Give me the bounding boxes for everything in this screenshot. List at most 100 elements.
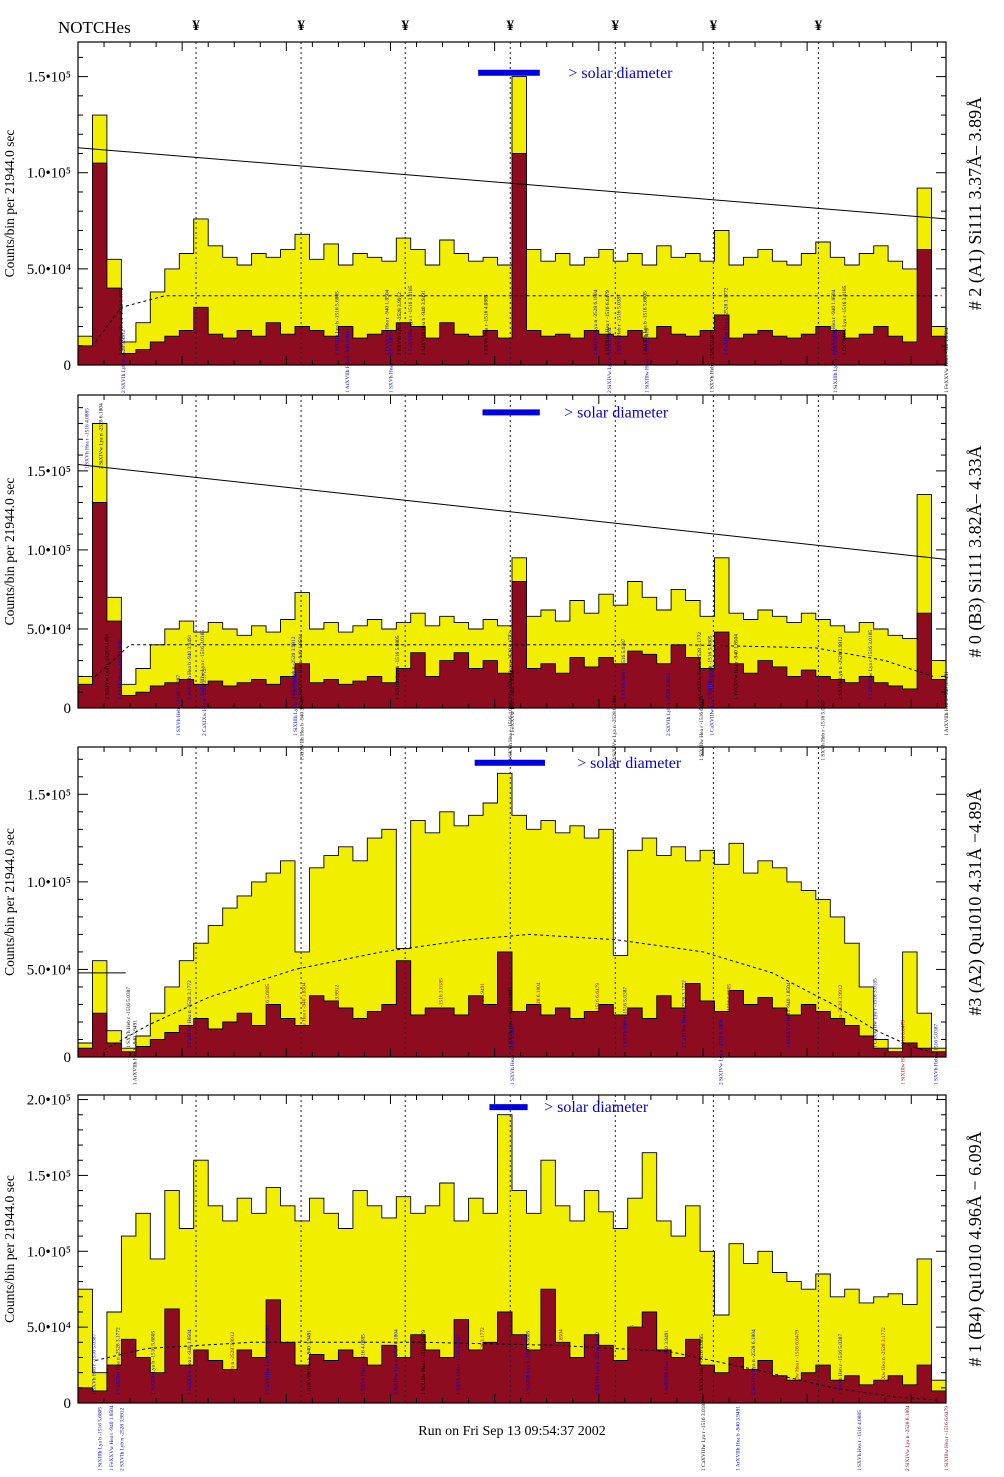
- panel-4-line-annotation-1: 1 SXVh Heb r -1516 5.0387: [91, 1334, 97, 1395]
- panel-4-dashed-model-curve: [95, 1341, 938, 1401]
- panel-4-line-annotation-13: 1 SiXIIIh Lya b -1516 5.6805: [525, 1331, 531, 1395]
- panel-4-right-label: # 1 (B4) Qu1010 4.96Å − 6.09Å: [965, 1131, 986, 1366]
- panel-4-ytick-label: 5.0•10⁴: [27, 1320, 71, 1336]
- panel-1-below-axis-annotation-7: 1 SiXIIIh Lya b -1516 5.6805: [833, 329, 839, 393]
- panel-2-solar-diameter-bar: [482, 409, 540, 416]
- panel-2-line-annotation-4: 1 SXVh Hea r -1516 4.0885: [117, 639, 123, 700]
- panel-4-line-annotation-20: 1 SiXIIIw Hea r -1516 6.6479: [794, 1330, 800, 1395]
- panel-3-ytick-label: 5.0•10⁴: [27, 962, 71, 978]
- panel-1-trend-line: [77, 147, 947, 220]
- panel-3-ytick-label: 0: [64, 1050, 72, 1066]
- panel-1-below-axis-annotation-1: 2 SXVIh Lyb n -2528 3.9912: [121, 330, 127, 393]
- panel-1-dashed-model-curve: [95, 295, 942, 343]
- panel-2-line-annotation-10: 2 CaXIXw Hea n -2528 3.1772: [508, 632, 514, 700]
- panel-4-line-annotation-14: 1 FeXXVw Hea r -940 1.8504: [558, 1329, 564, 1395]
- panel-2-below-axis-annotation-5: 2 SXVIh Lyb n -2528 3.9912: [666, 673, 672, 736]
- panel-3-line-annotation-20: 1 SiXIIIw Hea r -1516 6.6479: [699, 695, 705, 760]
- notches-header-label: NOTCHes: [58, 18, 131, 37]
- panel-1-line-annotation-9: 2 SiXIVw Lya n -2528 6.1804: [593, 289, 599, 355]
- panel-4-y-axis-title: Counts/bin per 21944.0 sec: [2, 1175, 17, 1323]
- panel-1-solar-diameter-label: > solar diameter: [568, 65, 673, 82]
- notch-symbol-2: ¥: [297, 18, 305, 34]
- panel-3-below-axis-annotation-1: 1 ArXVIIh Hea b -940 3.9491: [132, 1020, 138, 1085]
- panel-1-line-annotation-15: 1 CaXVIIIw Lya r -1516 3.0185: [842, 285, 848, 355]
- panel-2-line-annotation-15: 2 SXVIh Lyb n -2528 3.9912: [838, 636, 844, 699]
- panel-1-right-label: # 2 (A1) Si111 3.37Å– 3.89Å: [965, 97, 986, 310]
- panel-1-line-annotation-5: 2 SXVIh Lyb n -2528 3.9912: [397, 292, 403, 355]
- panel-4-line-annotation-5: 2 SXVIh Lyb n -2528 3.9912: [230, 1331, 236, 1394]
- panel-1-frame: [77, 41, 947, 366]
- panel-3-below-axis-annotation-3: 2 SiXIVw Lya n -2528 6.1804: [718, 1019, 724, 1085]
- notch-symbol-3: ¥: [401, 18, 409, 34]
- panel-4-line-annotation-7: 1 ArXVIIh Hea b -940 3.9491: [307, 1330, 313, 1395]
- panel-4-solar-diameter-label: > solar diameter: [544, 1099, 649, 1116]
- panel-4-below-axis-annotation-4: 1 CaXVIIIw Lya r -1516 3.0185: [701, 1401, 707, 1471]
- panel-2-line-annotation-1: 1 SXVh Hea r -1516 4.0885: [84, 408, 90, 469]
- panel-1-below-axis-annotation-4: 2 SiXIVw Lya n -2528 6.1804: [607, 327, 613, 393]
- panel-3-y-axis-title: Counts/bin per 21944.0 sec: [2, 828, 17, 976]
- panel-1-background-counts-histogram: [77, 153, 947, 366]
- panel-1-line-annotation-1: 1 SXVh Heb r -1516 5.0387: [100, 294, 106, 355]
- panel-4-line-annotation-17: 1 ArXVIIh Hea b -940 3.9491: [664, 1330, 670, 1395]
- panel-1-line-annotation-14: 1 FeXXVw Hea r -940 1.8504: [831, 289, 837, 355]
- panel-3-total-counts-histogram: [77, 772, 947, 1058]
- panel-2-line-annotation-14: 1 FeXXVw Hea r -940 1.8504: [734, 634, 740, 700]
- panel-2-line-annotation-9: 1 SiXIIIh Lya b -1516 5.6805: [395, 635, 401, 699]
- panel-4-line-annotation-22: 2 CaXIXw Hea n -2528 3.1772: [881, 1327, 887, 1395]
- panel-3-ytick-label: 1.0•10⁵: [27, 875, 71, 891]
- panel-4-below-axis-annotation-2: 1 FeXXVw Hea r -940 1.8504: [109, 1405, 115, 1471]
- panel-4-below-axis-annotation-1: 1 SiXIIIh Lya b -1516 5.6805: [98, 1407, 104, 1471]
- panel-2-trend-line: [77, 464, 947, 560]
- panel-4-below-axis-annotation-3: 2 SXVIh Lyb n -2528 3.9912: [119, 1408, 125, 1471]
- panel-3-below-axis-annotation-2: 1 SXVh Hea r -1516 4.0885: [510, 1024, 516, 1085]
- panel-4-line-annotation-2: 2 CaXIXw Hea n -2528 3.1772: [116, 1327, 122, 1395]
- panel-2-below-axis-annotation-4: 1 FeXXVw Hea r -940 1.8504: [510, 670, 516, 736]
- panel-3-line-annotation-3: 1 SiXIIIh Lya b -1516 5.6805: [265, 984, 271, 1048]
- panel-3-below-axis-annotation-4: 1 SiXIIIw Hea r -1516 6.6479: [901, 1020, 907, 1085]
- notch-symbol-4: ¥: [506, 18, 515, 34]
- panel-4-line-annotation-10: 1 SiXIIIw Hea r -1516 6.6479: [421, 1330, 427, 1395]
- panel-2-line-annotation-12: 2 CaXIXw Hea n -2528 3.1772: [697, 632, 703, 700]
- panel-4-ytick-label: 2.0•10⁵: [27, 1093, 71, 1109]
- panel-2-line-annotation-16: 1 CaXVIIIw Lya r -1516 3.0185: [868, 630, 874, 700]
- panel-3-line-annotation-7: 1 ArXVIIh Hea b -940 3.9491: [480, 983, 486, 1048]
- panel-1-line-annotation-11: 1 SXVh Heb r -1516 5.0387: [617, 294, 623, 355]
- panel-3-right-label: #3 (A2) Qu1010 4.31Å −4.89Å: [965, 788, 986, 1015]
- panel-1-line-annotation-4: 1 FeXXVw Hea r -940 1.8504: [385, 289, 391, 355]
- notch-symbol-5: ¥: [611, 18, 620, 34]
- panel-1-y-axis-title: Counts/bin per 21944.0 sec: [2, 130, 17, 278]
- panel-3-solar-diameter-bar: [474, 759, 545, 766]
- panel-4-below-axis-annotation-5: 1 ArXVIIh Hea b -940 3.9491: [736, 1406, 742, 1471]
- panel-4-line-annotation-4: 1 FeXXVw Hea r -940 1.8504: [187, 1329, 193, 1395]
- panel-2-background-counts-histogram: [77, 502, 947, 709]
- panel-2-right-label: # 0 (B3) Si111 3.82Å– 4.33Å: [965, 445, 986, 657]
- panel-4-line-annotation-15: 2 SXVIh Lyb n -2528 3.9912: [595, 1331, 601, 1394]
- panel-1-ytick-label: 1.0•10⁵: [27, 166, 71, 182]
- panel-4-total-counts-histogram: [77, 1114, 947, 1404]
- panel-4-ytick-label: 1.0•10⁵: [27, 1244, 71, 1260]
- panel-2-below-axis-annotation-1: 1 SXVh Heb r -1516 5.0387: [176, 675, 182, 736]
- panel-1-below-axis-annotation-2: 1 ArXVIIh Hea b -940 3.9491: [345, 328, 351, 393]
- panel-4-solar-diameter-bar: [489, 1104, 528, 1111]
- panel-2: > solar diameter 1 SXVh Hea r -1516 4.088…: [2, 394, 986, 736]
- panel-1-line-annotation-12: 1 SiXIIIh Lya b -1516 5.6805: [643, 291, 649, 355]
- panel-4-frame: [77, 1094, 947, 1404]
- panel-3: > solar diameter 1 SXVh Heb r -1516 5.038…: [2, 695, 986, 1085]
- panel-4-line-annotation-8: 1 SXVh Hea r -1516 4.0885: [360, 1334, 366, 1395]
- panel-1-line-annotation-3: 1 SiXIIIh Lya b -1516 5.6805: [334, 291, 340, 355]
- panel-3-line-annotation-18: 1 SXVh Hea r -1516 4.0885: [508, 700, 514, 761]
- panel-3-line-annotation-6: 1 CaXVIIIw Lya r -1516 3.0185: [439, 978, 445, 1048]
- panel-2-frame: [77, 394, 947, 709]
- panel-2-ytick-label: 0: [64, 701, 72, 717]
- panel-4-line-annotation-3: 1 SiXIIIh Lya b -1516 5.6805: [150, 1331, 156, 1395]
- panel-4-line-annotation-18: 1 SXVh Hea r -1516 4.0885: [699, 1334, 705, 1395]
- panel-3-line-annotation-13: 1 SiXIIIh Lya b -1516 5.6805: [727, 984, 733, 1048]
- panel-3-line-annotation-16: 1 CaXVIIIw Lya r -1516 3.0185: [873, 978, 879, 1048]
- notch-symbol-1: ¥: [192, 18, 200, 34]
- panel-1-below-axis-annotation-6: 1 SXVh Heb r -1516 5.0387: [710, 332, 716, 393]
- panel-1-line-annotation-13: 2 CaXIXw Hea n -2528 3.1772: [723, 287, 729, 355]
- panel-4-line-annotation-12: 2 CaXIXw Hea n -2528 3.1772: [480, 1327, 486, 1395]
- panel-2-below-axis-annotation-2: 2 CaXIXw Hea n -2528 3.1772: [202, 668, 208, 736]
